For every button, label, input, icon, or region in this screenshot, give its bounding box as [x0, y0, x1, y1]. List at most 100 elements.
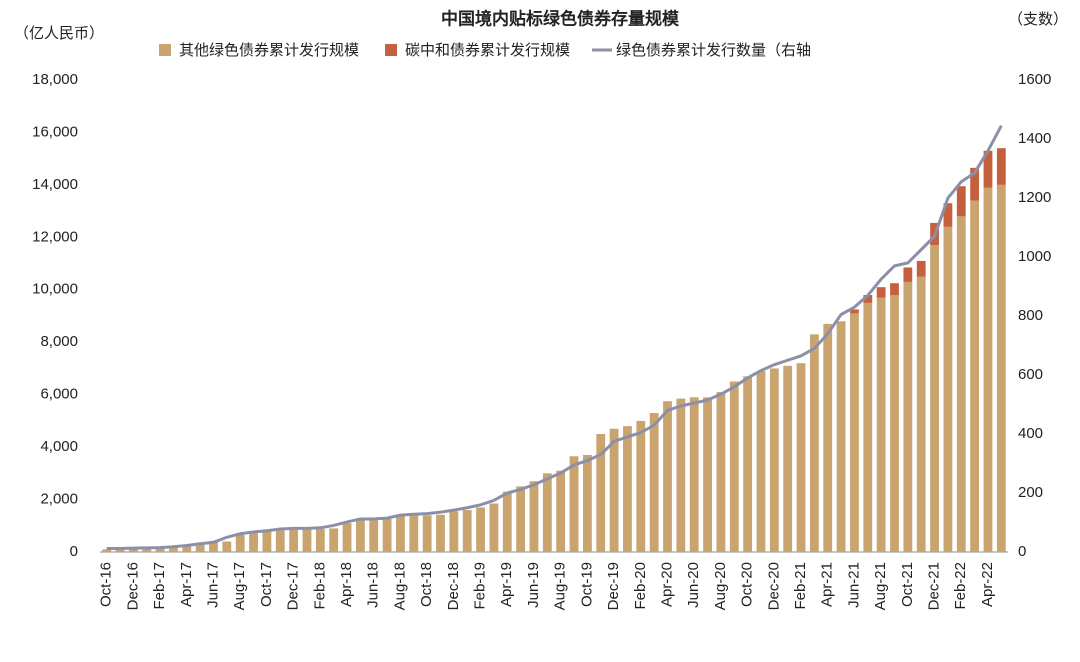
x-tick-label: Dec-16 [124, 562, 141, 610]
y-tick-label: 6,000 [40, 386, 78, 403]
y-tick-label: 2,000 [40, 491, 78, 508]
bar [142, 547, 152, 552]
y-tick-label: 0 [70, 543, 78, 560]
bar [102, 549, 112, 552]
bar [756, 371, 766, 552]
bar [636, 420, 646, 552]
bar [302, 529, 312, 552]
x-tick-label: Jun-18 [365, 562, 382, 608]
y2-tick-label: 800 [1018, 307, 1043, 324]
y-tick-label: 8,000 [40, 333, 78, 350]
y2-tick-label: 200 [1018, 484, 1043, 501]
x-tick-label: Aug-18 [391, 562, 408, 610]
x-tick-label: Oct-18 [418, 562, 435, 607]
bar [396, 515, 405, 552]
x-tick-label: Apr-21 [819, 562, 836, 607]
y2-tick-label: 1400 [1018, 130, 1051, 147]
bar [916, 260, 926, 277]
bar [569, 456, 579, 552]
bar [996, 184, 1006, 552]
bar [903, 281, 913, 552]
bar [903, 267, 913, 282]
bar [649, 413, 659, 552]
line [106, 125, 1003, 550]
bar [916, 276, 926, 552]
bar [476, 507, 485, 552]
y2-tick-label: 0 [1018, 543, 1026, 560]
bar [275, 530, 285, 552]
bar [529, 481, 539, 552]
x-tick-label: Dec-19 [605, 562, 622, 610]
bar [262, 531, 272, 552]
x-tick-label: Apr-22 [979, 562, 996, 607]
bar [996, 148, 1006, 185]
y-axis-title: （亿人民币） [14, 25, 104, 42]
x-tick-label: Apr-18 [338, 562, 355, 607]
bar [983, 187, 993, 552]
bar [516, 486, 526, 552]
bar [716, 392, 726, 552]
bar [169, 545, 178, 552]
x-tick-label: Feb-19 [472, 562, 489, 610]
legend-label: 碳中和债券累计发行规模 [405, 42, 570, 59]
bar [890, 283, 899, 296]
bar [235, 534, 245, 552]
bar [596, 434, 606, 552]
bar [850, 313, 859, 552]
bar [556, 470, 566, 552]
bar [209, 542, 218, 552]
x-tick-label: Aug-21 [872, 562, 889, 610]
x-tick-label: Aug-19 [552, 562, 569, 610]
bar [329, 528, 339, 552]
x-tick-label: Feb-21 [792, 562, 809, 610]
bar [743, 376, 753, 552]
bar [863, 302, 873, 552]
x-tick-label: Jun-19 [525, 562, 542, 608]
bar [195, 544, 205, 552]
x-tick-label: Feb-18 [311, 562, 328, 610]
bar [609, 428, 619, 552]
bar [315, 528, 325, 552]
x-tick-label: Feb-17 [151, 562, 168, 610]
bar [222, 541, 232, 552]
bar [382, 518, 392, 552]
bar [943, 203, 953, 227]
bar [876, 297, 886, 552]
bar [249, 532, 258, 552]
x-tick-label: Aug-20 [712, 562, 729, 610]
bar [930, 245, 939, 552]
bar [369, 519, 379, 552]
bar [956, 186, 966, 217]
x-tick-label: Oct-17 [258, 562, 275, 607]
bar [436, 514, 445, 552]
bar [342, 523, 352, 552]
x-tick-label: Apr-19 [498, 562, 515, 607]
bar [663, 401, 672, 552]
y-tick-label: 12,000 [32, 228, 78, 245]
x-tick-label: Jun-20 [685, 562, 702, 608]
bar [155, 546, 165, 552]
y2-tick-label: 400 [1018, 425, 1043, 442]
bar [850, 309, 859, 314]
x-tick-label: Dec-18 [445, 562, 462, 610]
bar [689, 397, 699, 552]
x-tick-label: Dec-21 [926, 562, 943, 610]
bar [703, 397, 712, 552]
y-tick-label: 14,000 [32, 176, 78, 193]
legend-label: 绿色债券累计发行数量（右轴 [616, 42, 811, 59]
bar [956, 216, 966, 552]
legend-swatch [385, 44, 398, 56]
legend-swatch [159, 44, 171, 56]
bar [783, 365, 793, 552]
bar [943, 226, 953, 552]
bar [449, 511, 459, 552]
x-tick-label: Feb-22 [952, 562, 969, 610]
x-tick-label: Apr-17 [178, 562, 195, 607]
x-tick-label: Jun-21 [845, 562, 862, 608]
y2-tick-label: 600 [1018, 366, 1043, 383]
x-tick-label: Oct-20 [739, 562, 756, 607]
x-tick-label: Aug-17 [231, 562, 248, 610]
bar [876, 287, 886, 298]
x-tick-label: Jun-17 [204, 562, 221, 608]
